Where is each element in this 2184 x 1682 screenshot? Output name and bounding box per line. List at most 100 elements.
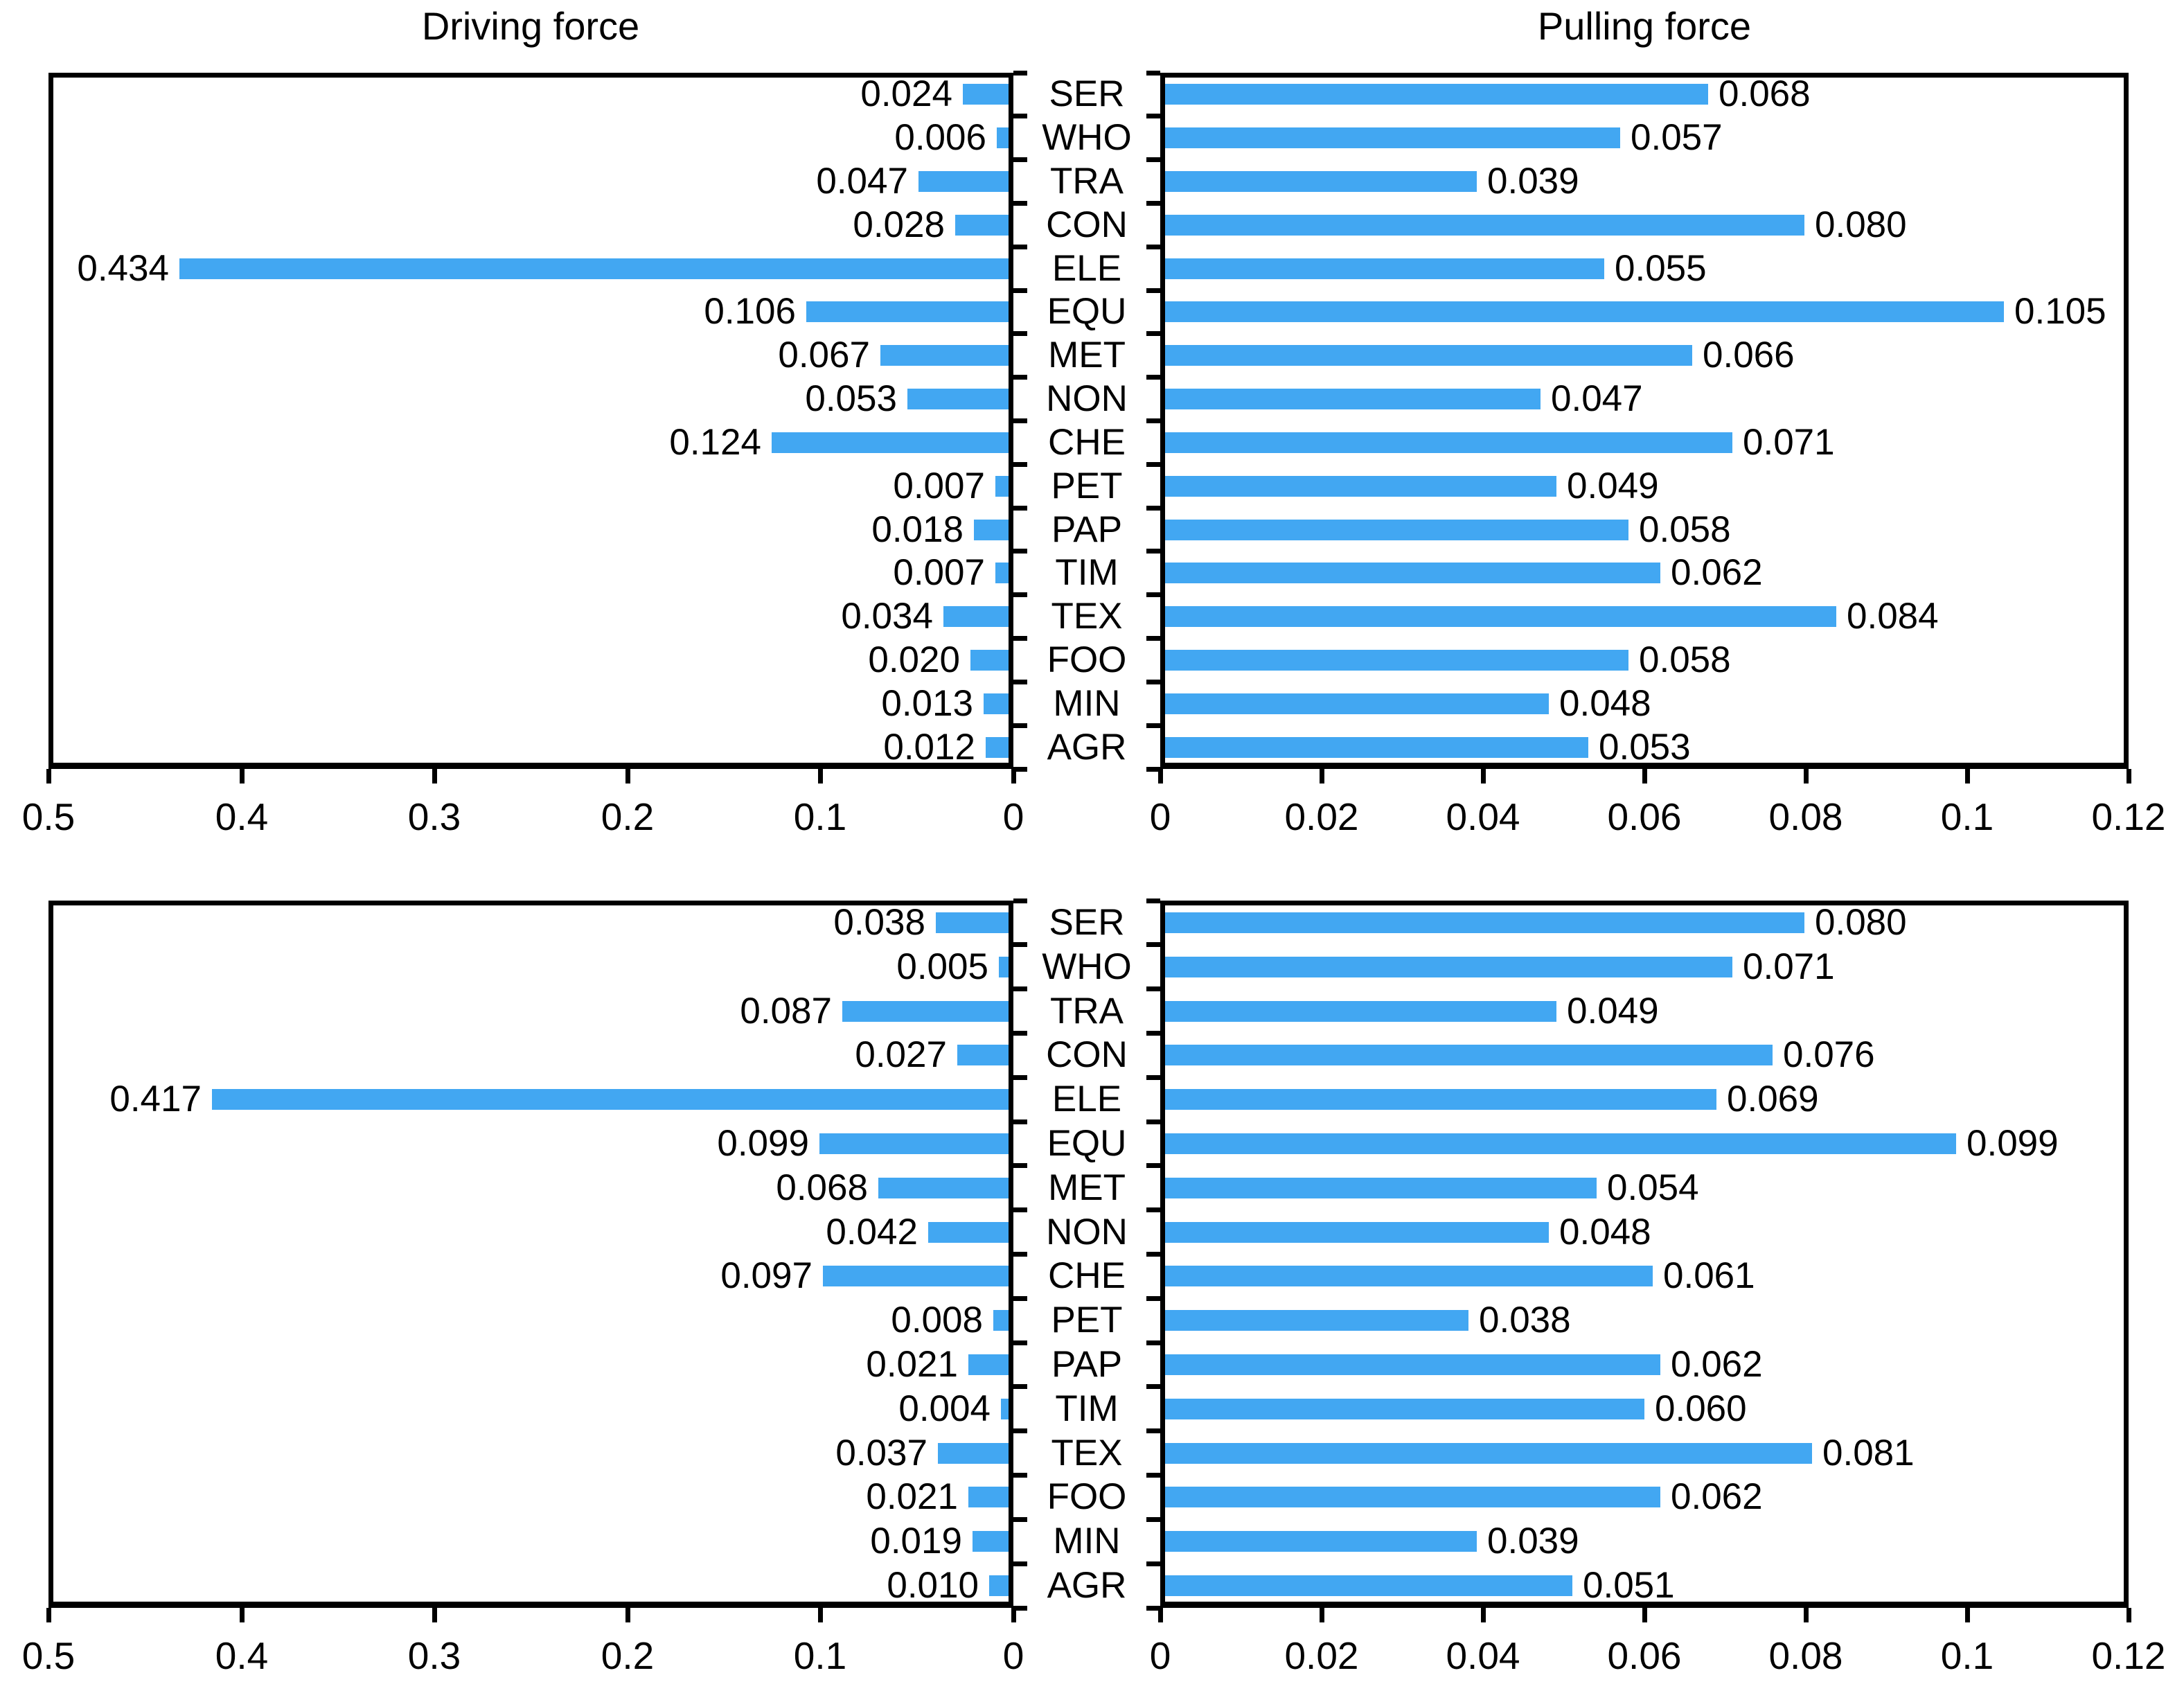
bar-CHE-2017-pulling [1165, 1266, 1653, 1286]
bar-PET-2017-driving [993, 1310, 1009, 1331]
category-label-CHE: CHE [1048, 422, 1126, 463]
value-label-TEX-2012-pulling: 0.084 [1847, 596, 1939, 637]
x-axis-tick-label: 0.3 [407, 1634, 461, 1677]
x-axis-tick [1481, 1608, 1486, 1622]
value-label-TIM-2017-pulling: 0.060 [1655, 1388, 1747, 1429]
category-tick [1013, 418, 1027, 423]
category-tick [1146, 942, 1160, 947]
value-label-TIM-2012-pulling: 0.062 [1671, 552, 1763, 593]
value-label-CON-2017-pulling: 0.076 [1783, 1034, 1875, 1075]
category-tick [1013, 942, 1027, 947]
category-tick [1146, 1340, 1160, 1345]
bar-MET-2012-driving [880, 345, 1009, 366]
bar-ELE-2017-driving [212, 1089, 1009, 1110]
bar-NON-2017-driving [928, 1222, 1009, 1243]
category-tick [1013, 986, 1027, 991]
category-label-EQU: EQU [1047, 291, 1127, 332]
category-label-TRA: TRA [1050, 991, 1124, 1032]
value-label-PAP-2012-pulling: 0.058 [1639, 509, 1731, 550]
category-tick [1013, 506, 1027, 511]
x-axis-tick [625, 1608, 630, 1622]
x-axis-line [1160, 1602, 2129, 1608]
x-axis-tick [818, 1608, 823, 1622]
category-label-CON: CON [1046, 1034, 1128, 1075]
category-tick [1146, 1606, 1160, 1611]
category-label-WHO: WHO [1042, 946, 1132, 987]
bar-WHO-2012-pulling [1165, 127, 1620, 148]
x-axis-tick [1804, 769, 1809, 784]
category-tick [1013, 1163, 1027, 1168]
bar-AGR-2017-driving [989, 1575, 1009, 1596]
x-axis-tick [1642, 769, 1647, 784]
bar-MIN-2012-driving [984, 693, 1009, 714]
bar-TIM-2017-pulling [1165, 1399, 1644, 1419]
bar-PAP-2017-driving [968, 1354, 1009, 1375]
x-axis-tick [1965, 769, 1970, 784]
category-label-MET: MET [1048, 335, 1126, 375]
category-tick [1013, 549, 1027, 554]
category-tick [1013, 71, 1027, 76]
category-tick [1146, 331, 1160, 336]
category-label-SER: SER [1049, 73, 1125, 114]
x-axis-tick [240, 769, 245, 784]
value-label-AGR-2017-pulling: 0.051 [1583, 1565, 1675, 1606]
bar-AGR-2012-pulling [1165, 737, 1588, 758]
bar-SER-2012-pulling [1165, 84, 1708, 105]
x-axis-tick-label: 0 [1002, 1634, 1024, 1677]
category-tick [1146, 245, 1160, 249]
value-label-AGR-2017-driving: 0.010 [887, 1565, 979, 1606]
value-label-WHO-2017-pulling: 0.071 [1743, 946, 1835, 987]
category-tick [1146, 723, 1160, 728]
bar-CON-2017-driving [957, 1045, 1009, 1065]
x-axis-tick [1642, 1608, 1647, 1622]
x-axis-tick-label: 0.12 [2091, 1634, 2166, 1677]
value-label-FOO-2012-driving: 0.020 [868, 639, 960, 680]
category-tick [1146, 462, 1160, 467]
x-axis-tick [46, 1608, 51, 1622]
category-label-NON: NON [1046, 1212, 1128, 1252]
value-label-EQU-2017-pulling: 0.099 [1967, 1123, 2059, 1164]
value-label-WHO-2012-driving: 0.006 [894, 117, 986, 158]
value-label-MET-2017-pulling: 0.054 [1607, 1167, 1699, 1208]
bar-TEX-2017-driving [938, 1443, 1009, 1464]
category-label-PET: PET [1051, 1300, 1123, 1340]
bar-MIN-2012-pulling [1165, 693, 1549, 714]
bar-PET-2017-pulling [1165, 1310, 1468, 1331]
category-tick [1146, 680, 1160, 684]
value-label-PAP-2012-driving: 0.018 [871, 509, 964, 550]
value-label-PET-2012-driving: 0.007 [893, 466, 985, 506]
bar-MET-2017-driving [878, 1178, 1009, 1198]
bar-TRA-2012-pulling [1165, 171, 1477, 192]
category-tick [1146, 288, 1160, 293]
category-label-MET: MET [1048, 1167, 1126, 1208]
category-tick [1013, 1473, 1027, 1478]
x-axis-tick-label: 0.1 [1940, 1634, 1994, 1677]
value-label-CHE-2012-pulling: 0.071 [1743, 422, 1835, 463]
category-tick [1146, 898, 1160, 903]
value-label-SER-2012-driving: 0.024 [860, 73, 952, 114]
bar-CHE-2012-driving [772, 432, 1009, 453]
value-label-NON-2012-driving: 0.053 [805, 378, 897, 419]
x-axis-tick-label: 0 [1002, 795, 1024, 838]
value-label-CHE-2017-driving: 0.097 [720, 1255, 813, 1296]
value-label-CHE-2017-pulling: 0.061 [1663, 1255, 1755, 1296]
category-tick [1013, 1296, 1027, 1301]
bar-EQU-2012-driving [806, 301, 1009, 322]
x-axis-tick [1481, 769, 1486, 784]
value-label-CON-2012-driving: 0.028 [853, 204, 945, 245]
category-tick [1013, 898, 1027, 903]
value-label-CHE-2012-driving: 0.124 [669, 422, 761, 463]
category-tick [1146, 986, 1160, 991]
value-label-MIN-2017-driving: 0.019 [870, 1521, 962, 1561]
category-tick [1013, 1119, 1027, 1124]
value-label-CON-2012-pulling: 0.080 [1815, 204, 1907, 245]
value-label-AGR-2012-driving: 0.012 [883, 727, 975, 768]
pulling-force-title: Pulling force [1537, 4, 1752, 48]
bar-TRA-2017-pulling [1165, 1001, 1556, 1022]
x-axis-tick-label: 0.02 [1284, 795, 1359, 838]
bar-SER-2012-driving [963, 84, 1009, 105]
bar-PAP-2012-driving [974, 520, 1009, 540]
bar-FOO-2012-driving [970, 650, 1009, 671]
bar-FOO-2017-driving [968, 1487, 1009, 1507]
category-tick [1146, 1428, 1160, 1433]
